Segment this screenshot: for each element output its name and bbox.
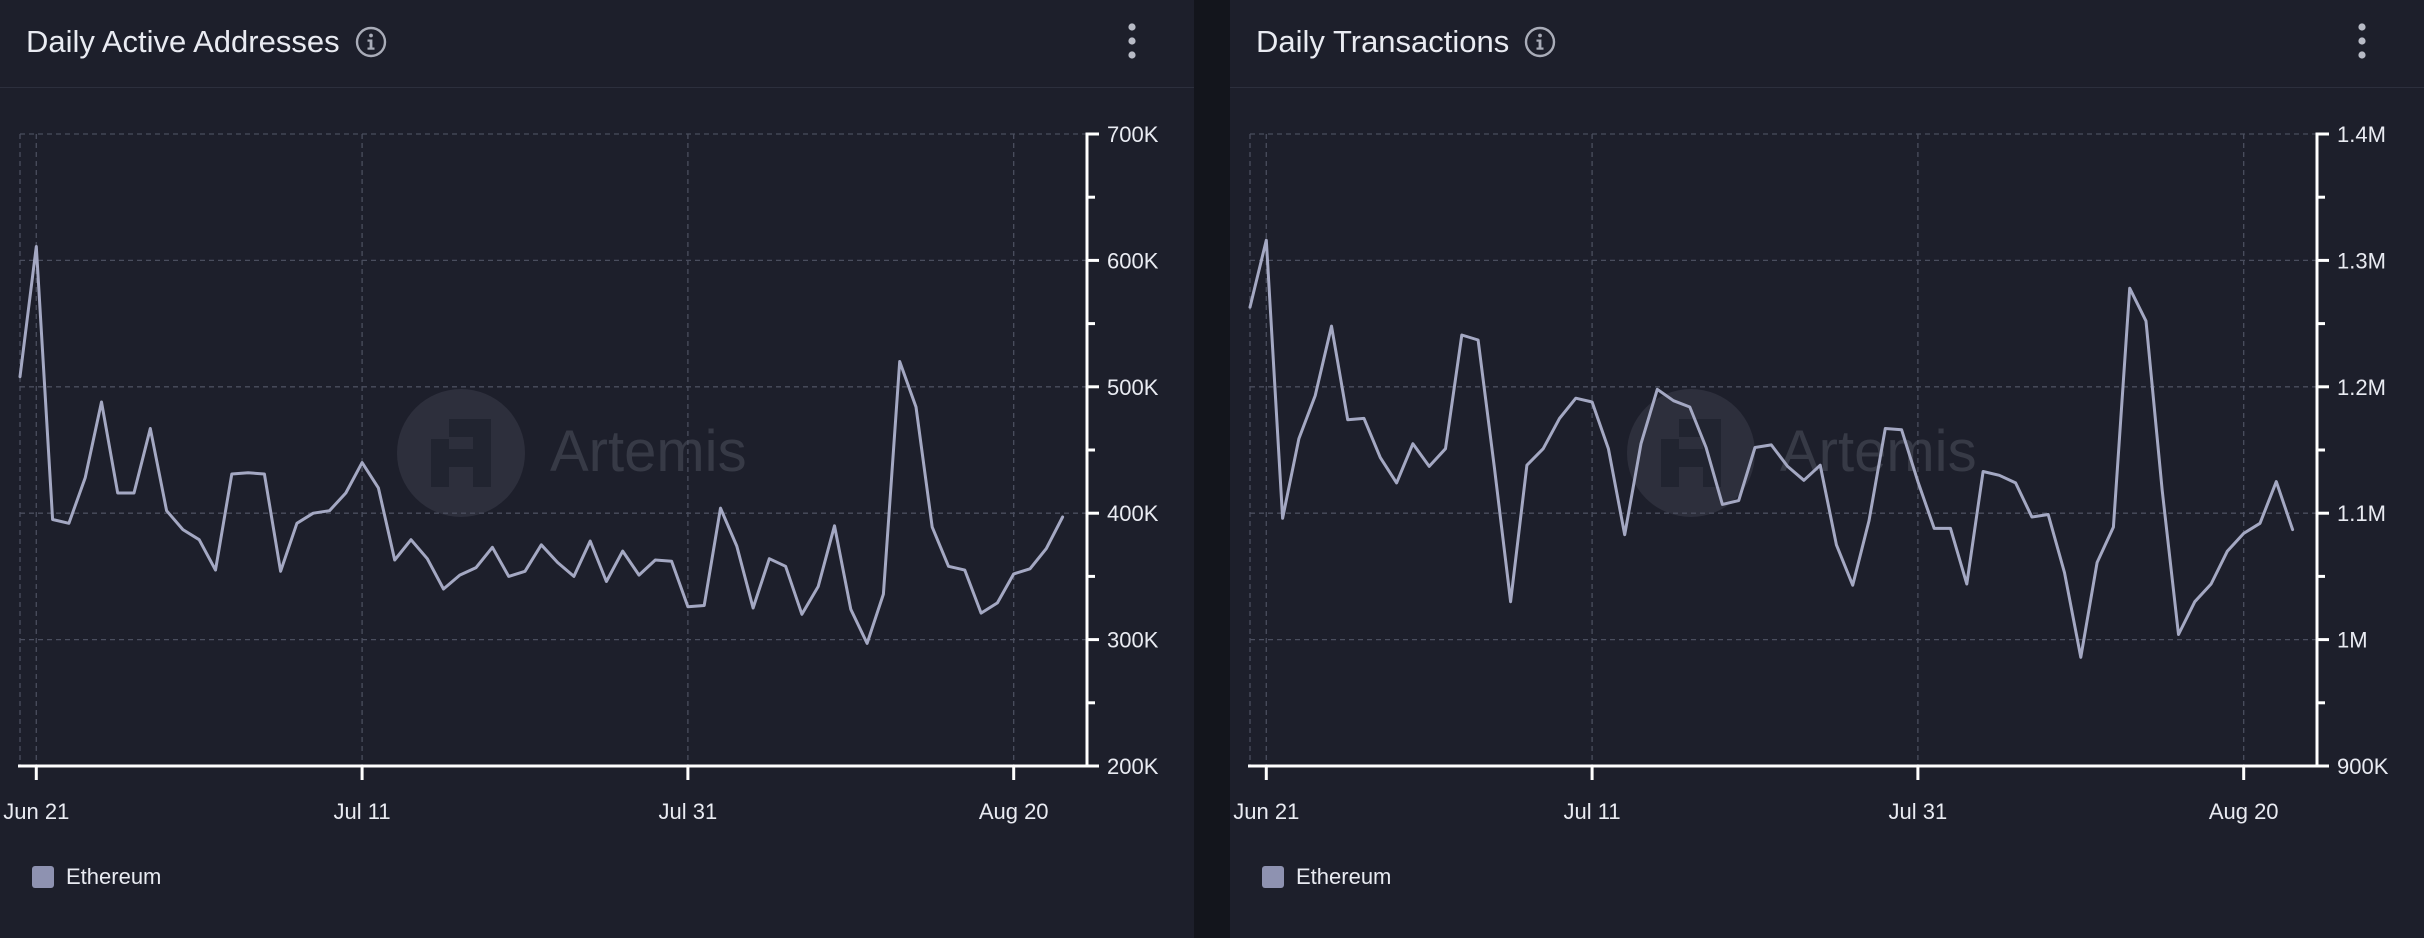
watermark-text: Artemis (550, 419, 747, 484)
y-tick-label: 400K (1107, 501, 1159, 526)
info-icon[interactable] (1523, 25, 1557, 59)
watermark-logo-mark (1661, 419, 1721, 487)
x-tick-label: Jul 11 (1564, 799, 1621, 824)
legend-label-ethereum[interactable]: Ethereum (1296, 864, 1392, 889)
x-tick-label: Aug 20 (979, 799, 1049, 824)
panel-header: Daily Transactions (1230, 0, 2424, 88)
panel-header: Daily Active Addresses (0, 0, 1194, 88)
x-tick-label: Jul 31 (659, 799, 718, 824)
legend-label-ethereum[interactable]: Ethereum (66, 864, 162, 889)
watermark: Artemis (397, 389, 747, 517)
chart-panel-transactions: Daily Transactions Artemis 900K 1M 1.1M 1.2M… (1230, 0, 2424, 938)
y-tick-label: 200K (1107, 754, 1159, 779)
y-tick-label: 1.3M (2337, 248, 2386, 273)
x-tick-label: Jun 21 (3, 799, 69, 824)
y-tick-label: 1M (2337, 628, 2368, 653)
series-line-ethereum[interactable] (1248, 238, 2295, 659)
more-options-icon[interactable] (2352, 20, 2372, 62)
line-chart-active-addresses: Artemis 200K 300K 400K 500K 600K 700K Jun 21 Jul… (3, 122, 1159, 824)
chart-panel-active-addresses: Daily Active Addresses Artemis 200K 300K 40… (0, 0, 1194, 938)
y-tick-label: 500K (1107, 375, 1159, 400)
x-tick-label: Jun 21 (1233, 799, 1299, 824)
y-tick-label: 600K (1107, 248, 1159, 273)
x-tick-label: Aug 20 (2209, 799, 2279, 824)
x-tick-label: Jul 11 (334, 799, 391, 824)
chart-title: Daily Transactions (1256, 24, 1510, 59)
info-icon[interactable] (354, 25, 388, 59)
legend-swatch-ethereum (32, 866, 54, 888)
legend: Ethereum (1262, 862, 1391, 892)
y-tick-label: 1.1M (2337, 501, 2386, 526)
y-tick-label: 300K (1107, 628, 1159, 653)
y-tick-label: 700K (1107, 122, 1159, 147)
more-options-icon[interactable] (1122, 20, 1142, 62)
series-line-ethereum[interactable] (18, 245, 1065, 645)
legend: Ethereum (32, 862, 161, 892)
y-tick-label: 1.4M (2337, 122, 2386, 147)
y-tick-label: 1.2M (2337, 375, 2386, 400)
x-tick-label: Jul 31 (1889, 799, 1948, 824)
watermark-logo-mark (431, 419, 491, 487)
y-tick-label: 900K (2337, 754, 2389, 779)
legend-swatch-ethereum (1262, 866, 1284, 888)
chart-title: Daily Active Addresses (26, 24, 340, 59)
